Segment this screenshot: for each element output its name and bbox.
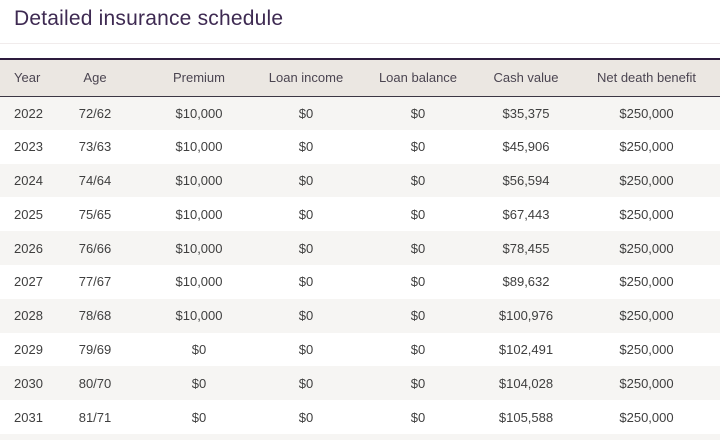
cell-premium: $0 <box>191 409 207 425</box>
cell-loan-income: $0 <box>298 341 314 357</box>
cell-loan-balance: $0 <box>410 240 426 256</box>
cell-premium: $0 <box>191 341 207 357</box>
cell-age: 81/71 <box>78 409 112 425</box>
table-row: 2027 77/67 $10,000 $0 $0 $89,632 $250,000 <box>0 264 720 299</box>
cell-year: 2029 <box>14 341 43 357</box>
cell-loan-income: $0 <box>298 105 314 121</box>
cell-cash-value: $67,443 <box>502 206 550 222</box>
cell-net-death-benefit: $250,000 <box>619 105 674 121</box>
table-body: 2022 72/62 $10,000 $0 $0 $35,375 $250,000 2023 7… <box>0 96 720 434</box>
cell-net-death-benefit: $250,000 <box>619 206 674 222</box>
cell-loan-balance: $0 <box>410 105 426 121</box>
cell-cash-value: $105,588 <box>498 409 554 425</box>
insurance-schedule-table: Year Age Premium Loan income Loan balance Cas… <box>0 58 720 434</box>
table-row: 2025 75/65 $10,000 $0 $0 $67,443 $250,000 <box>0 197 720 232</box>
cell-age: 76/66 <box>78 240 112 256</box>
column-header-net-death-benefit: Net death benefit <box>596 70 697 86</box>
cell-cash-value: $35,375 <box>502 105 550 121</box>
cell-year: 2030 <box>14 375 43 391</box>
cell-loan-income: $0 <box>298 172 314 188</box>
cell-age: 78/68 <box>78 308 112 324</box>
cell-loan-income: $0 <box>298 139 314 155</box>
cell-net-death-benefit: $250,000 <box>619 409 674 425</box>
cell-year: 2025 <box>14 206 43 222</box>
cell-premium: $10,000 <box>175 308 223 324</box>
cell-cash-value: $56,594 <box>502 172 550 188</box>
cell-age: 72/62 <box>78 105 112 121</box>
table-row: 2024 74/64 $10,000 $0 $0 $56,594 $250,000 <box>0 163 720 198</box>
column-header-year: Year <box>14 70 41 86</box>
cell-age: 80/70 <box>78 375 112 391</box>
cell-premium: $10,000 <box>175 274 223 290</box>
table-row: 2022 72/62 $10,000 $0 $0 $35,375 $250,000 <box>0 96 720 130</box>
cell-net-death-benefit: $250,000 <box>619 341 674 357</box>
cell-loan-balance: $0 <box>410 139 426 155</box>
column-header-age: Age <box>83 70 107 86</box>
cell-cash-value: $100,976 <box>498 308 554 324</box>
cell-year: 2027 <box>14 274 43 290</box>
cell-loan-income: $0 <box>298 274 314 290</box>
cell-premium: $10,000 <box>175 206 223 222</box>
cell-cash-value: $45,906 <box>502 139 550 155</box>
cell-loan-income: $0 <box>298 308 314 324</box>
table-row: 2030 80/70 $0 $0 $0 $104,028 $250,000 <box>0 366 720 401</box>
cell-year: 2022 <box>14 105 43 121</box>
cell-net-death-benefit: $250,000 <box>619 375 674 391</box>
column-header-premium: Premium <box>172 70 225 86</box>
cell-age: 74/64 <box>78 172 112 188</box>
column-header-loan-income: Loan income <box>268 70 344 86</box>
cell-age: 77/67 <box>78 274 112 290</box>
cell-net-death-benefit: $250,000 <box>619 139 674 155</box>
cell-loan-income: $0 <box>298 240 314 256</box>
partial-next-row <box>0 433 720 440</box>
cell-loan-balance: $0 <box>410 375 426 391</box>
table-row: 2023 73/63 $10,000 $0 $0 $45,906 $250,000 <box>0 129 720 164</box>
table-row: 2031 81/71 $0 $0 $0 $105,588 $250,000 <box>0 400 720 434</box>
cell-net-death-benefit: $250,000 <box>619 308 674 324</box>
cell-loan-income: $0 <box>298 409 314 425</box>
cell-net-death-benefit: $250,000 <box>619 274 674 290</box>
cell-cash-value: $89,632 <box>502 274 550 290</box>
cell-net-death-benefit: $250,000 <box>619 240 674 256</box>
cell-cash-value: $78,455 <box>502 240 550 256</box>
cell-premium: $0 <box>191 375 207 391</box>
cell-premium: $10,000 <box>175 139 223 155</box>
cell-year: 2023 <box>14 139 43 155</box>
cell-age: 79/69 <box>78 341 112 357</box>
cell-loan-balance: $0 <box>410 308 426 324</box>
cell-premium: $10,000 <box>175 172 223 188</box>
table-row: 2029 79/69 $0 $0 $0 $102,491 $250,000 <box>0 332 720 367</box>
cell-year: 2026 <box>14 240 43 256</box>
cell-year: 2028 <box>14 308 43 324</box>
cell-premium: $10,000 <box>175 105 223 121</box>
cell-cash-value: $102,491 <box>498 341 554 357</box>
table-row: 2028 78/68 $10,000 $0 $0 $100,976 $250,000 <box>0 298 720 333</box>
column-header-cash-value: Cash value <box>493 70 559 86</box>
cell-loan-balance: $0 <box>410 274 426 290</box>
cell-year: 2024 <box>14 172 43 188</box>
cell-loan-income: $0 <box>298 206 314 222</box>
cell-loan-balance: $0 <box>410 206 426 222</box>
cell-premium: $10,000 <box>175 240 223 256</box>
cell-loan-balance: $0 <box>410 341 426 357</box>
cell-loan-balance: $0 <box>410 409 426 425</box>
title-divider <box>0 43 720 44</box>
cell-loan-balance: $0 <box>410 172 426 188</box>
header-row: Year Age Premium Loan income Loan balance Cas… <box>0 59 720 96</box>
table-row: 2026 76/66 $10,000 $0 $0 $78,455 $250,000 <box>0 231 720 265</box>
cell-loan-income: $0 <box>298 375 314 391</box>
cell-age: 75/65 <box>78 206 112 222</box>
cell-age: 73/63 <box>78 139 112 155</box>
cell-cash-value: $104,028 <box>498 375 554 391</box>
column-header-loan-balance: Loan balance <box>378 70 458 86</box>
cell-year: 2031 <box>14 409 43 425</box>
page-title: Detailed insurance schedule <box>14 7 284 30</box>
cell-net-death-benefit: $250,000 <box>619 172 674 188</box>
